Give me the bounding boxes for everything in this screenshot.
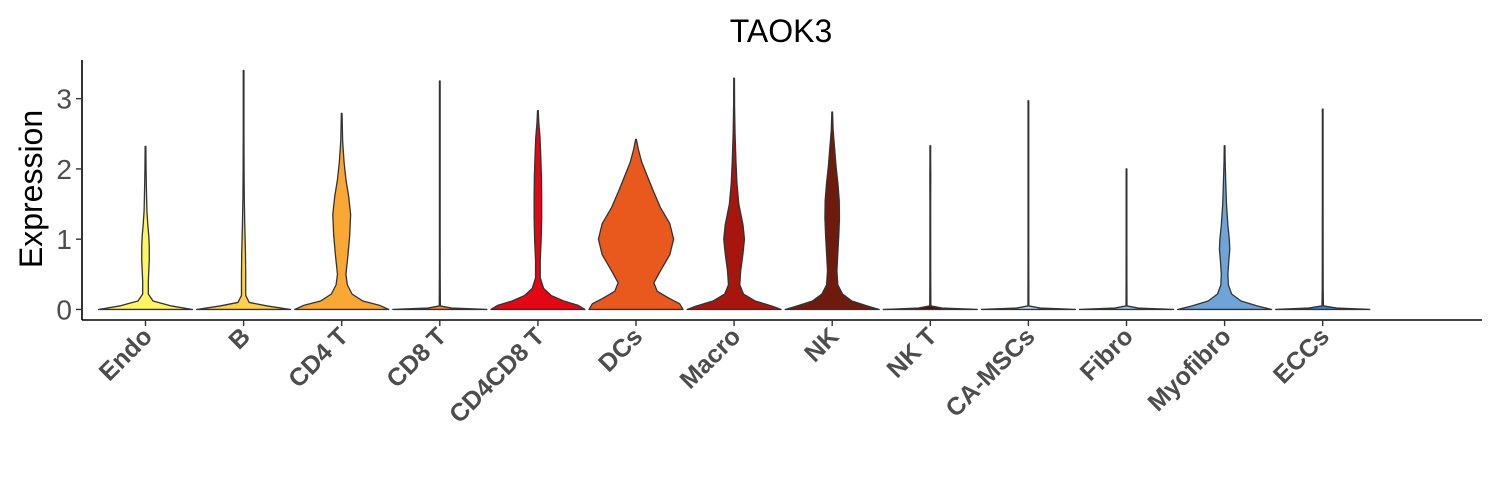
x-tick-label-ca-mscs: CA-MSCs <box>940 322 1040 422</box>
violin-ca-mscs <box>980 100 1077 311</box>
violin-cd8-t <box>392 80 488 311</box>
axes-group <box>81 60 1482 321</box>
x-tick-label-fibro: Fibro <box>1075 322 1139 386</box>
violin-eccs <box>1275 108 1371 311</box>
x-tick-label-endo: Endo <box>94 322 158 386</box>
violins-group <box>97 69 1371 311</box>
violin-endo <box>97 145 194 311</box>
y-ticks-group: 0 1 2 3 <box>56 84 82 325</box>
y-tick-label: 1 <box>56 224 72 255</box>
violin-fibro <box>1078 168 1175 311</box>
x-tick-label-nk: NK <box>799 322 844 367</box>
y-tick-label: 3 <box>56 84 72 115</box>
x-tick-label-cd4cd8-t: CD4CD8 T <box>444 322 550 428</box>
violin-cd4cd8-t <box>490 109 586 311</box>
chart-title: TAOK3 <box>730 13 833 49</box>
x-tick-label-nk-t: NK T <box>881 322 942 383</box>
x-tick-label-cd4-t: CD4 T <box>283 322 354 393</box>
x-tick-label-eccs: ECCs <box>1268 322 1335 389</box>
y-tick-label: 0 <box>56 294 72 325</box>
violin-macro <box>686 77 782 311</box>
violin-b <box>195 69 292 311</box>
violin-nk <box>784 111 880 311</box>
y-tick-label: 2 <box>56 154 72 185</box>
x-tick-label-dcs: DCs <box>593 322 648 377</box>
violin-cd4-t <box>294 112 390 311</box>
x-tick-label-myofibro: Myofibro <box>1142 322 1236 416</box>
violin-myofibro <box>1176 145 1273 311</box>
x-tick-label-macro: Macro <box>674 322 746 394</box>
violin-dcs <box>588 138 684 311</box>
x-tick-label-cd8-t: CD8 T <box>381 322 452 393</box>
violin-nk-t <box>882 145 978 311</box>
x-tick-label-b: B <box>223 322 256 355</box>
y-axis-label: Expression <box>13 110 49 268</box>
